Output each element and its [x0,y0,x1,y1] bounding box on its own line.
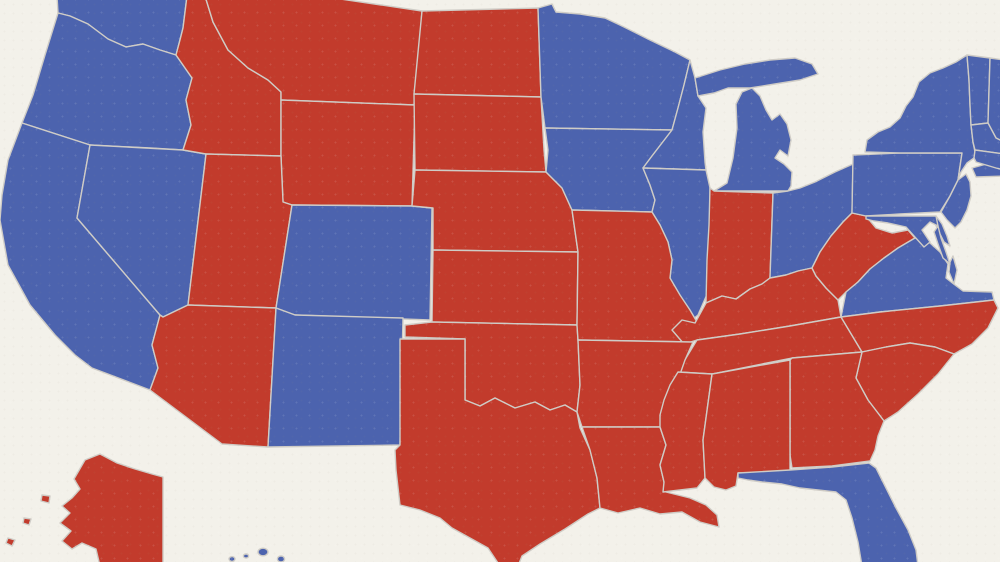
state-md[interactable] [865,215,951,265]
state-wy[interactable] [280,99,416,207]
state-ma[interactable] [970,122,1000,155]
state-ks[interactable] [431,249,579,326]
state-hi[interactable] [228,547,286,562]
state-ak[interactable] [5,453,164,562]
state-nd[interactable] [413,7,542,98]
state-ct[interactable] [973,149,1000,170]
state-al[interactable] [702,359,791,491]
state-vt[interactable] [966,54,991,126]
state-sd[interactable] [413,93,547,173]
state-nm[interactable] [267,307,404,448]
state-mo[interactable] [571,209,701,343]
state-co[interactable] [275,204,433,321]
state-nh[interactable] [987,57,1000,142]
state-fl[interactable] [737,462,919,562]
state-tx[interactable] [394,338,601,562]
state-ut[interactable] [187,153,293,309]
state-mi[interactable] [694,57,819,192]
state-mt[interactable] [205,0,423,106]
state-ne[interactable] [411,169,579,253]
state-nj[interactable] [940,173,972,229]
